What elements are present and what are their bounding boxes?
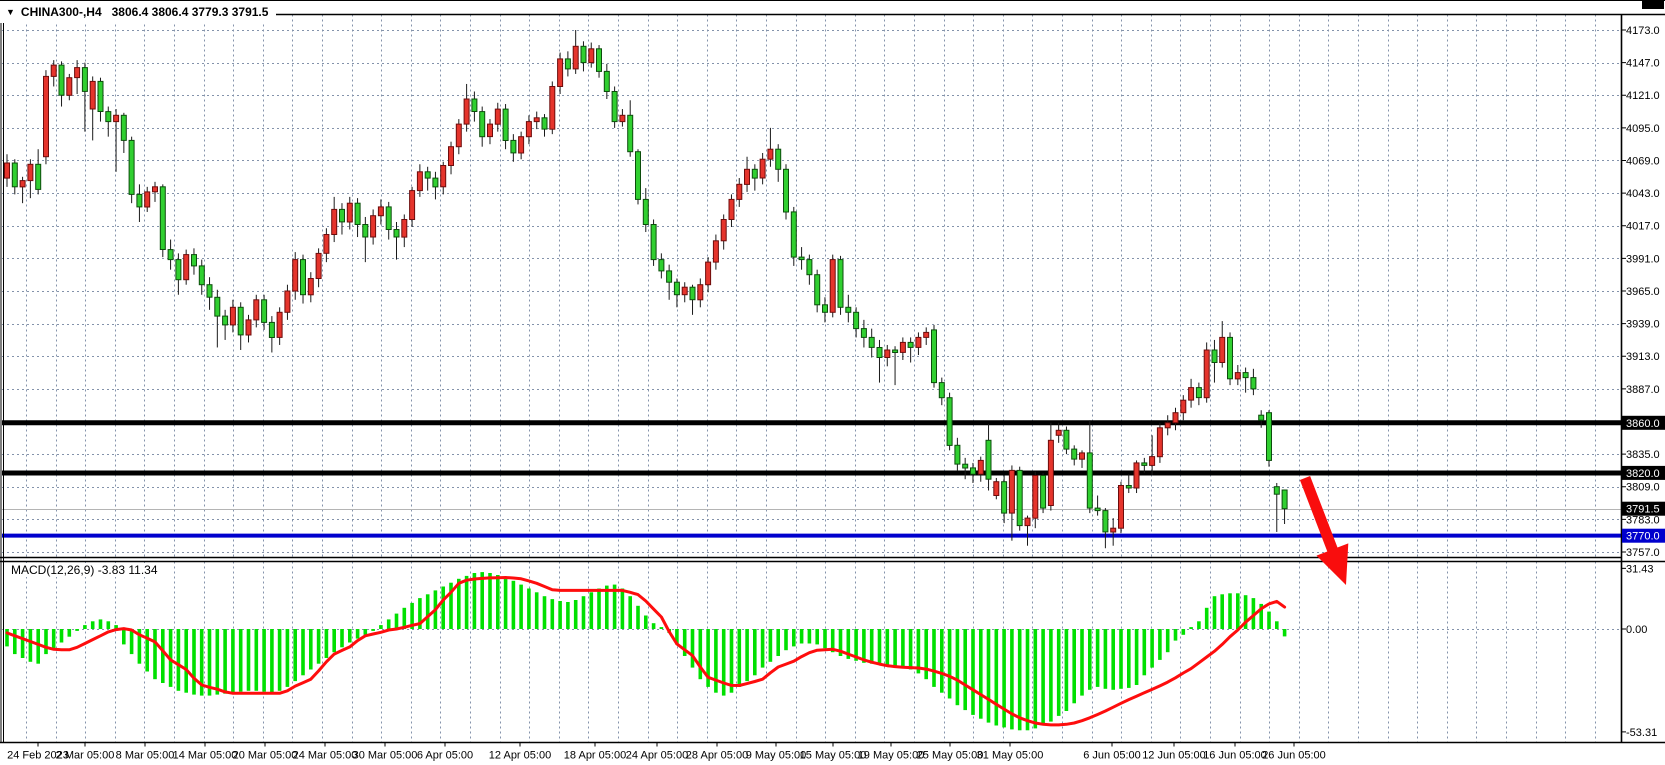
ohlc-values-label: 3806.4 3806.4 3779.3 3791.5 [111, 5, 269, 19]
svg-text:3770.0: 3770.0 [1626, 531, 1660, 543]
vertical-gridlines [26, 14, 1596, 743]
svg-text:4147.0: 4147.0 [1626, 58, 1660, 70]
svg-text:3757.0: 3757.0 [1626, 547, 1660, 559]
svg-text:3809.0: 3809.0 [1626, 482, 1660, 494]
svg-text:31 May 05:00: 31 May 05:00 [977, 750, 1044, 762]
svg-text:4043.0: 4043.0 [1626, 188, 1660, 200]
svg-text:26 Jun 05:00: 26 Jun 05:00 [1262, 750, 1326, 762]
macd-indicator-label: MACD(12,26,9) -3.83 11.34 [8, 563, 161, 577]
scrollbar-corner-marker [1642, 0, 1664, 9]
svg-text:31.43: 31.43 [1626, 563, 1654, 575]
price-axis[interactable]: 4173.0 4147.0 4121.0 4095.0 4069.0 4043.0 4017… [1622, 25, 1665, 559]
svg-text:4069.0: 4069.0 [1626, 156, 1660, 168]
svg-text:3783.0: 3783.0 [1626, 514, 1660, 526]
svg-text:6 Apr 05:00: 6 Apr 05:00 [417, 750, 473, 762]
svg-text:3939.0: 3939.0 [1626, 319, 1660, 331]
svg-text:20 Mar 05:00: 20 Mar 05:00 [233, 750, 298, 762]
down-arrow-annotation[interactable] [1299, 476, 1349, 585]
symbol-title-bar: ▼ CHINA300-,H4 3806.4 3806.4 3779.3 3791… [0, 1, 277, 23]
svg-text:3913.0: 3913.0 [1626, 351, 1660, 363]
svg-text:12 Jun 05:00: 12 Jun 05:00 [1142, 750, 1206, 762]
price-gridlines [2, 30, 1621, 630]
svg-text:3965.0: 3965.0 [1626, 286, 1660, 298]
svg-text:28 Apr 05:00: 28 Apr 05:00 [686, 750, 748, 762]
candlestick-series [4, 30, 1288, 549]
svg-text:4173.0: 4173.0 [1626, 25, 1660, 37]
symbol-dropdown-caret-icon[interactable]: ▼ [6, 6, 15, 17]
svg-text:3791.5: 3791.5 [1626, 504, 1660, 516]
svg-text:3991.0: 3991.0 [1626, 253, 1660, 265]
macd-signal-line [5, 576, 1287, 727]
svg-text:15 May 05:00: 15 May 05:00 [800, 750, 867, 762]
svg-text:3860.0: 3860.0 [1626, 418, 1660, 430]
svg-text:4121.0: 4121.0 [1626, 90, 1660, 102]
svg-text:19 May 05:00: 19 May 05:00 [858, 750, 925, 762]
svg-text:3887.0: 3887.0 [1626, 384, 1660, 396]
svg-text:0.00: 0.00 [1626, 624, 1647, 636]
svg-text:30 Mar 05:00: 30 Mar 05:00 [353, 750, 418, 762]
svg-text:2 Mar 05:00: 2 Mar 05:00 [56, 750, 115, 762]
svg-text:12 Apr 05:00: 12 Apr 05:00 [489, 750, 551, 762]
svg-text:6 Jun 05:00: 6 Jun 05:00 [1083, 750, 1141, 762]
svg-text:9 May 05:00: 9 May 05:00 [746, 750, 807, 762]
svg-text:24 Feb 2023: 24 Feb 2023 [7, 750, 69, 762]
svg-text:24 Apr 05:00: 24 Apr 05:00 [626, 750, 688, 762]
svg-text:14 Mar 05:00: 14 Mar 05:00 [173, 750, 238, 762]
svg-text:25 May 05:00: 25 May 05:00 [917, 750, 984, 762]
price-level-lines[interactable] [2, 420, 1621, 538]
svg-text:24 Mar 05:00: 24 Mar 05:00 [293, 750, 358, 762]
macd-histogram [5, 572, 1287, 731]
svg-text:-53.31: -53.31 [1626, 727, 1657, 739]
svg-text:18 Apr 05:00: 18 Apr 05:00 [564, 750, 626, 762]
svg-text:4095.0: 4095.0 [1626, 123, 1660, 135]
svg-text:3835.0: 3835.0 [1626, 449, 1660, 461]
svg-text:16 Jun 05:00: 16 Jun 05:00 [1203, 750, 1267, 762]
svg-text:4017.0: 4017.0 [1626, 221, 1660, 233]
macd-axis[interactable]: 31.43 0.00 -53.31 [1622, 563, 1657, 739]
symbol-period-label: CHINA300-,H4 [20, 5, 102, 19]
svg-text:8 Mar 05:00: 8 Mar 05:00 [116, 750, 175, 762]
svg-text:3820.0: 3820.0 [1626, 468, 1660, 480]
